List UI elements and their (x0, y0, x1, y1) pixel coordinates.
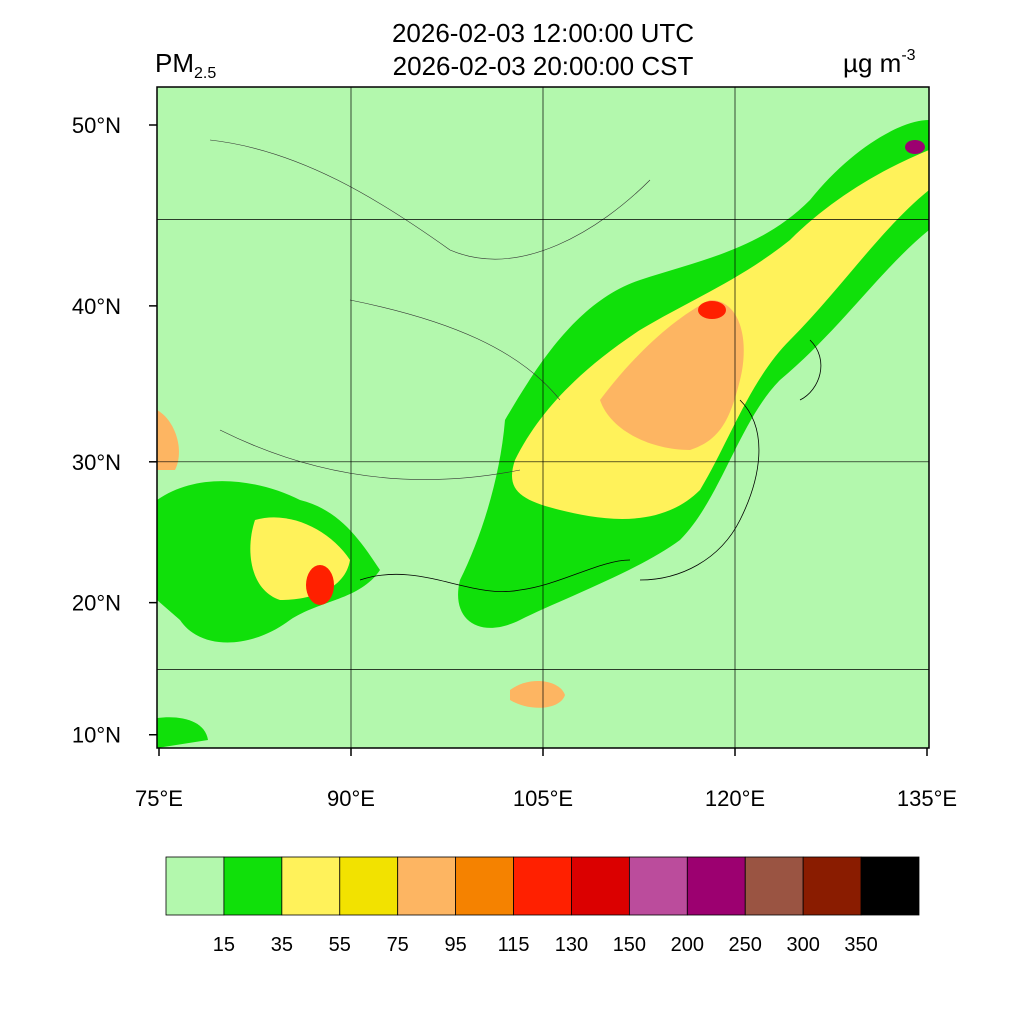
border (209, 139, 651, 480)
colorbar-box (281, 856, 341, 916)
field-orange (600, 300, 744, 450)
field-orange (510, 680, 565, 708)
colorbar-label: 15 (213, 934, 235, 956)
unit-text: µg m (843, 48, 901, 78)
unit-sup: -3 (901, 47, 915, 64)
colorbar-label: 55 (329, 934, 351, 956)
colorbar-label: 350 (844, 934, 877, 956)
variable-name: PM (155, 48, 194, 78)
colorbar-box (744, 856, 804, 916)
field-orange (157, 410, 179, 470)
colorbar-label: 75 (387, 934, 409, 956)
colorbar-label: 95 (444, 934, 466, 956)
colorbar-label: 200 (671, 934, 704, 956)
variable-sub: 2.5 (194, 65, 216, 82)
colorbar-box (165, 856, 225, 916)
colorbar-box (397, 856, 457, 916)
unit: µg m-3 (843, 47, 916, 78)
field-red (698, 301, 726, 319)
colorbar-label: 250 (729, 934, 762, 956)
y-tick-label: 30°N (72, 450, 121, 475)
coastline (359, 339, 822, 592)
field-red (306, 565, 334, 605)
y-tick-label: 50°N (72, 113, 121, 138)
grid (157, 87, 929, 748)
colorbar-label: 300 (786, 934, 819, 956)
colorbar-box (686, 856, 746, 916)
colorbar-box (860, 856, 920, 916)
x-tick-label: 105°E (513, 786, 573, 811)
colorbar-box (571, 856, 630, 916)
colorbar-label: 130 (555, 934, 588, 956)
field-green (157, 717, 208, 748)
field-purple (905, 140, 925, 154)
colorbar-box (455, 856, 514, 916)
title-utc: 2026-02-03 12:00:00 UTC (392, 18, 694, 48)
y-tick-label: 40°N (72, 294, 121, 319)
colorbar: 15 35 55 75 95 115 130 150 200 250 300 350 (165, 856, 920, 956)
x-tick-label: 120°E (705, 786, 765, 811)
colorbar-box (513, 856, 572, 916)
x-tick-label: 135°E (897, 786, 957, 811)
colorbar-box (339, 856, 399, 916)
variable: PM2.5 (155, 48, 216, 82)
colorbar-label: 115 (498, 934, 530, 956)
colorbar-box (628, 856, 688, 916)
y-tick-label: 10°N (72, 723, 121, 748)
colorbar-label: 150 (613, 934, 646, 956)
title-cst: 2026-02-03 20:00:00 CST (393, 51, 694, 81)
colorbar-box (802, 856, 862, 916)
x-tick-label: 75°E (135, 786, 183, 811)
colorbar-box (223, 856, 283, 916)
y-tick-label: 20°N (72, 591, 121, 616)
colorbar-label: 35 (271, 934, 293, 956)
x-tick-label: 90°E (327, 786, 375, 811)
axes: 75°E 90°E 105°E 120°E 135°E 50°N 40°N 30°N 20°N 1… (72, 113, 957, 811)
